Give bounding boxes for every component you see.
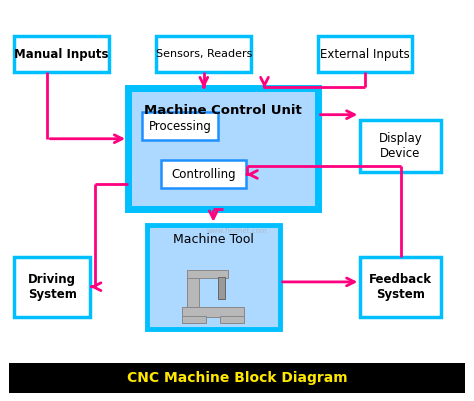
Text: www.flednet.com: www.flednet.com (207, 228, 267, 233)
FancyBboxPatch shape (360, 257, 441, 317)
FancyBboxPatch shape (14, 36, 109, 72)
Text: Sensors, Readers: Sensors, Readers (155, 49, 252, 59)
Text: Controlling: Controlling (172, 168, 236, 181)
FancyBboxPatch shape (161, 160, 246, 188)
Text: Processing: Processing (149, 120, 211, 133)
Bar (9, 363, 465, 393)
Text: Machine Tool: Machine Tool (173, 233, 254, 246)
Text: External Inputs: External Inputs (320, 48, 410, 61)
Bar (182, 307, 244, 317)
Bar (187, 273, 199, 307)
Bar (220, 316, 244, 323)
Text: Manual Inputs: Manual Inputs (14, 48, 109, 61)
Text: Display
Device: Display Device (379, 132, 422, 160)
Text: CNC Machine Block Diagram: CNC Machine Block Diagram (127, 371, 347, 385)
FancyBboxPatch shape (156, 36, 251, 72)
FancyBboxPatch shape (360, 120, 441, 172)
Bar (187, 270, 228, 278)
FancyBboxPatch shape (142, 112, 218, 140)
FancyBboxPatch shape (14, 257, 90, 317)
FancyBboxPatch shape (147, 225, 280, 329)
Text: Machine Control Unit: Machine Control Unit (144, 104, 301, 117)
Text: Feedback
System: Feedback System (369, 273, 432, 301)
Text: Driving
System: Driving System (27, 273, 77, 301)
FancyBboxPatch shape (318, 36, 412, 72)
FancyBboxPatch shape (128, 88, 318, 209)
Bar (182, 316, 206, 323)
Bar (218, 277, 225, 299)
